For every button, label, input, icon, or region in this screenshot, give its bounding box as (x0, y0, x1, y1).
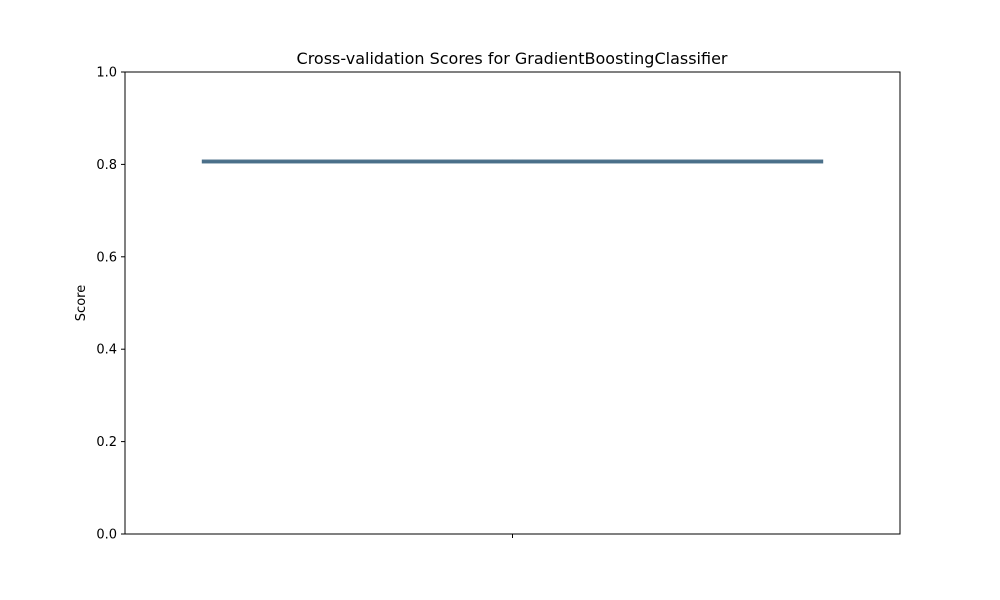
y-axis-label: Score (74, 285, 89, 321)
chart-title: Cross-validation Scores for GradientBoos… (297, 49, 728, 68)
y-tick-label: 0.4 (96, 343, 117, 358)
plot-frame (124, 71, 901, 535)
y-tick-label: 0.0 (96, 528, 117, 543)
y-tick-label: 1.0 (96, 66, 117, 81)
y-tick-label: 0.8 (96, 158, 117, 173)
y-tick-label: 0.6 (96, 250, 117, 265)
y-tick-label: 0.2 (96, 435, 117, 450)
plot-area: 0.0 0.2 0.4 0.6 0.8 1.0 (96, 66, 901, 543)
